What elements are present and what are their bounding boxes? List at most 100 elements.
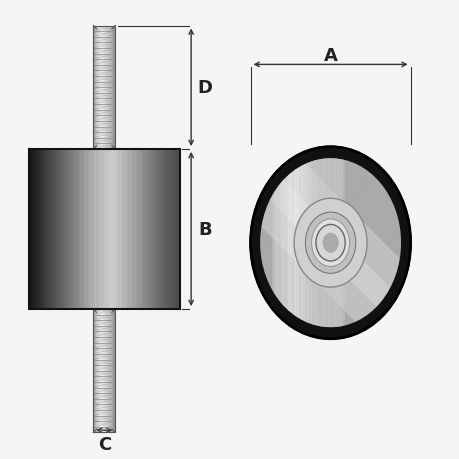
Polygon shape xyxy=(287,159,293,328)
Polygon shape xyxy=(336,159,342,328)
Polygon shape xyxy=(138,150,139,309)
Polygon shape xyxy=(171,150,172,309)
Polygon shape xyxy=(62,150,64,309)
Polygon shape xyxy=(44,150,45,309)
Polygon shape xyxy=(315,159,321,328)
Polygon shape xyxy=(48,150,49,309)
Polygon shape xyxy=(290,159,295,328)
Polygon shape xyxy=(30,150,31,309)
Polygon shape xyxy=(157,150,158,309)
Polygon shape xyxy=(77,150,78,309)
Polygon shape xyxy=(117,150,118,309)
Polygon shape xyxy=(40,150,41,309)
Polygon shape xyxy=(169,150,171,309)
Polygon shape xyxy=(166,150,167,309)
Polygon shape xyxy=(100,150,101,309)
Polygon shape xyxy=(88,150,89,309)
Polygon shape xyxy=(271,159,276,328)
Polygon shape xyxy=(83,150,84,309)
Polygon shape xyxy=(69,150,70,309)
Polygon shape xyxy=(302,159,307,328)
Ellipse shape xyxy=(311,219,349,267)
Polygon shape xyxy=(143,150,144,309)
Polygon shape xyxy=(320,159,325,328)
Polygon shape xyxy=(105,150,106,309)
Polygon shape xyxy=(96,150,98,309)
Polygon shape xyxy=(86,150,88,309)
Polygon shape xyxy=(158,150,159,309)
Polygon shape xyxy=(308,159,314,328)
Text: D: D xyxy=(197,79,212,97)
Polygon shape xyxy=(120,150,122,309)
Polygon shape xyxy=(278,159,283,328)
Polygon shape xyxy=(113,150,114,309)
Polygon shape xyxy=(334,159,340,328)
Polygon shape xyxy=(161,150,162,309)
Polygon shape xyxy=(325,159,330,328)
Polygon shape xyxy=(65,150,67,309)
Polygon shape xyxy=(29,150,30,309)
Polygon shape xyxy=(81,150,83,309)
Polygon shape xyxy=(39,150,40,309)
Polygon shape xyxy=(156,150,157,309)
Polygon shape xyxy=(283,159,288,328)
Polygon shape xyxy=(151,150,152,309)
Polygon shape xyxy=(41,150,43,309)
Polygon shape xyxy=(164,150,166,309)
Polygon shape xyxy=(339,159,344,328)
Polygon shape xyxy=(50,150,51,309)
Ellipse shape xyxy=(293,199,366,287)
Polygon shape xyxy=(99,150,100,309)
Polygon shape xyxy=(172,150,173,309)
Polygon shape xyxy=(285,159,291,328)
Polygon shape xyxy=(33,150,34,309)
Polygon shape xyxy=(123,150,124,309)
Polygon shape xyxy=(58,150,59,309)
Polygon shape xyxy=(38,150,39,309)
Polygon shape xyxy=(79,150,80,309)
Polygon shape xyxy=(95,150,96,309)
Polygon shape xyxy=(177,150,178,309)
Polygon shape xyxy=(133,150,134,309)
Polygon shape xyxy=(130,150,132,309)
Polygon shape xyxy=(304,159,309,328)
Polygon shape xyxy=(148,150,149,309)
Polygon shape xyxy=(273,159,279,328)
Polygon shape xyxy=(127,150,128,309)
Polygon shape xyxy=(118,150,119,309)
Polygon shape xyxy=(46,150,48,309)
Polygon shape xyxy=(132,150,133,309)
Polygon shape xyxy=(104,150,105,309)
Polygon shape xyxy=(134,150,135,309)
Polygon shape xyxy=(332,159,337,328)
Polygon shape xyxy=(292,159,297,328)
Polygon shape xyxy=(49,150,50,309)
Polygon shape xyxy=(56,150,58,309)
Polygon shape xyxy=(114,150,115,309)
Polygon shape xyxy=(109,150,110,309)
Text: A: A xyxy=(323,47,337,65)
Polygon shape xyxy=(90,150,91,309)
Polygon shape xyxy=(146,150,147,309)
Polygon shape xyxy=(125,150,127,309)
Polygon shape xyxy=(154,150,156,309)
Polygon shape xyxy=(89,150,90,309)
Polygon shape xyxy=(59,150,60,309)
Polygon shape xyxy=(152,150,153,309)
Polygon shape xyxy=(149,150,151,309)
Polygon shape xyxy=(280,159,286,328)
Polygon shape xyxy=(35,150,36,309)
Polygon shape xyxy=(294,159,300,328)
Polygon shape xyxy=(115,150,117,309)
Polygon shape xyxy=(313,159,319,328)
Polygon shape xyxy=(31,150,33,309)
Polygon shape xyxy=(103,150,104,309)
Polygon shape xyxy=(175,150,177,309)
Polygon shape xyxy=(163,150,164,309)
Polygon shape xyxy=(122,150,123,309)
Polygon shape xyxy=(72,150,73,309)
Polygon shape xyxy=(162,150,163,309)
Polygon shape xyxy=(129,150,130,309)
Polygon shape xyxy=(43,150,44,309)
Polygon shape xyxy=(70,150,72,309)
